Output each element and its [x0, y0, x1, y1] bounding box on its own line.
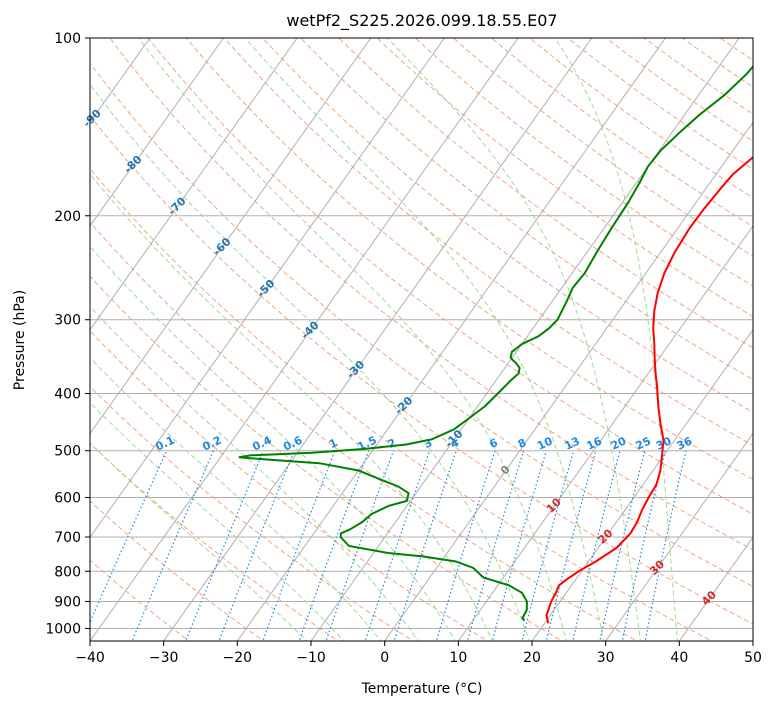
- isotherm-line: [531, 328, 753, 641]
- mixing-ratio-line: [131, 450, 215, 641]
- moist-adiabat-line: [554, 38, 678, 641]
- isotherm-line: [752, 640, 753, 641]
- dry-adiabat-line: [376, 38, 753, 318]
- y-tick-label: 700: [54, 530, 81, 546]
- dry-adiabat-line: [90, 385, 414, 641]
- mixing-ratio-line: [185, 450, 265, 641]
- mixing-ratio-line: [435, 450, 496, 641]
- y-axis-label: Pressure (hPa): [12, 290, 28, 390]
- y-axis-ticks: 100 200 300 400 500 600 700 800 900 1000: [45, 31, 90, 637]
- profiles: [238, 64, 753, 624]
- dry-adiabat-line: [109, 38, 753, 551]
- y-tick-label: 400: [54, 387, 81, 403]
- x-tick-label: 50: [744, 650, 762, 666]
- moist-adiabat-line: [138, 38, 568, 641]
- moist-adiabat-line: [90, 357, 382, 641]
- isotherm-line: [0, 38, 2, 641]
- x-axis-label: Temperature (°C): [361, 681, 483, 697]
- dry-adiabat-line: [90, 330, 489, 641]
- chart-title: wetPf2_S225.2026.099.18.55.E07: [286, 11, 557, 31]
- x-tick-label: −10: [296, 650, 326, 666]
- mixing-ratio-line: [325, 450, 394, 641]
- mixing-ratio-line: [298, 450, 370, 641]
- dry-adiabat-line: [90, 167, 713, 641]
- mixing-ratio-line: [621, 450, 666, 641]
- mixing-ratio-label: 36: [675, 434, 695, 452]
- mixing-ratio-label: 10: [535, 434, 555, 452]
- dry-adiabat-line: [90, 221, 639, 641]
- x-tick-label: 30: [597, 650, 615, 666]
- x-tick-label: −20: [223, 650, 253, 666]
- mixing-ratio-line: [364, 450, 431, 641]
- x-tick-label: 40: [670, 650, 688, 666]
- x-tick-label: −30: [149, 650, 179, 666]
- mixing-ratio-line: [545, 450, 597, 641]
- isotherm-line: [90, 38, 372, 435]
- dry-adiabat-line: [90, 442, 340, 641]
- plot-border: [89, 37, 754, 642]
- isotherm-line: [605, 432, 753, 641]
- dry-adiabat-line: [300, 38, 753, 381]
- mixing-ratio-label: 25: [634, 434, 653, 452]
- mixing-ratio-line: [218, 450, 295, 641]
- y-tick-label: 100: [54, 31, 81, 47]
- dry-adiabat-line: [90, 275, 564, 641]
- dry-adiabat-line: [223, 38, 753, 447]
- dry-adiabat-line: [90, 114, 753, 625]
- y-tick-label: 1000: [45, 621, 81, 637]
- mixing-ratio-line: [466, 450, 525, 641]
- dry-adiabat-line: [90, 62, 753, 587]
- y-tick-label: 500: [54, 444, 81, 460]
- mixing-ratio-label: 13: [563, 434, 582, 452]
- y-tick-label: 300: [54, 313, 81, 329]
- dewpoint-profile-line: [238, 64, 753, 622]
- x-axis-ticks: −40 −30 −20 −10 0 10 20 30 40 50: [75, 641, 762, 666]
- mixing-ratio-line: [644, 450, 687, 641]
- mixing-ratio-line: [262, 450, 336, 641]
- isotherm-line: [90, 38, 445, 539]
- isotherm-line: [678, 536, 753, 641]
- y-tick-label: 800: [54, 564, 81, 580]
- isotherm-line: [90, 38, 298, 331]
- isotherm-line: [90, 38, 224, 227]
- moist-adiabat-line: [90, 401, 345, 641]
- y-tick-label: 600: [54, 490, 81, 506]
- mixing-ratio-label: 20: [609, 434, 629, 452]
- y-tick-label: 900: [54, 594, 81, 610]
- moist-adiabat-line: [387, 38, 642, 641]
- isotherm-line: [310, 38, 740, 641]
- mixing-ratio-line: [521, 450, 575, 641]
- plot-frame: [89, 37, 754, 642]
- mixing-ratio-line: [393, 450, 457, 641]
- dry-adiabat-line: [90, 559, 190, 641]
- isotherm-line: [236, 38, 666, 641]
- x-tick-label: 10: [449, 650, 467, 666]
- moist-adiabat-line: [244, 38, 605, 641]
- mixing-ratio-label: 16: [585, 434, 605, 452]
- plot-area: [90, 38, 753, 641]
- isotherm-line: [163, 38, 593, 641]
- moist-adiabat-line: [90, 173, 493, 641]
- y-tick-label: 200: [54, 209, 81, 225]
- moist-adiabat-line: [90, 245, 456, 641]
- moist-adiabat-line: [90, 305, 419, 641]
- mixing-ratio-line: [599, 450, 646, 641]
- isotherm-line: [384, 121, 753, 641]
- plot-background: [90, 38, 753, 641]
- background-lines: [0, 38, 753, 641]
- x-tick-label: 20: [523, 650, 541, 666]
- temperature-profile-line: [545, 156, 753, 624]
- isotherm-line: [90, 38, 519, 641]
- x-tick-label: −40: [75, 650, 105, 666]
- isotherm-line: [457, 225, 753, 641]
- mixing-ratio-line: [491, 450, 547, 641]
- dry-adiabat-line: [185, 38, 753, 480]
- dry-adiabat-line: [147, 38, 753, 515]
- x-tick-label: 0: [380, 650, 389, 666]
